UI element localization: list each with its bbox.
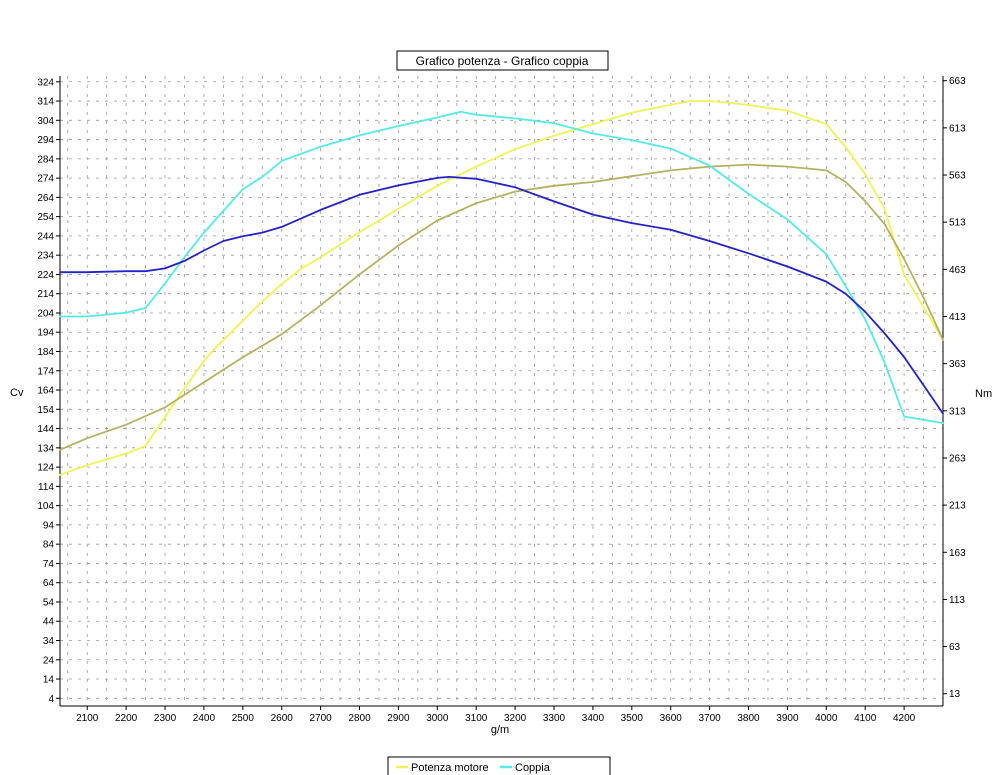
y-right-axis-label: Nm (975, 388, 992, 400)
y-left-tick-label: 154 (37, 405, 54, 416)
x-tick-label: 4200 (893, 713, 916, 724)
y-left-tick-label: 124 (37, 463, 54, 474)
y-left-tick-label: 184 (37, 347, 54, 358)
x-axis-label: g/m (491, 724, 509, 736)
x-tick-label: 3600 (660, 713, 683, 724)
x-tick-label: 2200 (115, 713, 138, 724)
y-left-tick-label: 194 (37, 328, 54, 339)
x-tick-label: 2800 (348, 713, 371, 724)
x-tick-label: 2600 (271, 713, 294, 724)
y-left-tick-label: 24 (43, 655, 55, 666)
y-right-tick-label: 563 (949, 171, 966, 182)
right-axis-ticks: 13 63 113 163 213 263 313 363 413 463 513 563 613 663 (943, 76, 966, 700)
legend-label-coppia: Coppia (515, 762, 551, 774)
y-left-tick-label: 94 (43, 520, 55, 531)
y-left-tick-label: 314 (37, 97, 54, 108)
y-left-tick-label: 134 (37, 443, 54, 454)
chart-title-box (396, 50, 609, 71)
y-right-tick-label: 213 (949, 501, 966, 512)
gridlines (60, 76, 944, 706)
x-tick-label: 3900 (776, 713, 799, 724)
y-right-tick-label: 13 (949, 689, 961, 700)
legend-box (387, 756, 611, 775)
y-right-tick-label: 263 (949, 453, 966, 464)
y-left-tick-label: 224 (37, 270, 54, 281)
y-left-tick-label: 4 (48, 694, 54, 705)
x-tick-label: 4000 (815, 713, 838, 724)
y-left-tick-label: 144 (37, 424, 54, 435)
x-tick-label: 2300 (154, 713, 177, 724)
y-right-tick-label: 663 (949, 76, 966, 87)
y-right-tick-label: 613 (949, 123, 966, 134)
y-left-tick-label: 64 (43, 578, 55, 589)
y-left-tick-label: 74 (43, 559, 55, 570)
y-left-axis-label: Cv (10, 387, 24, 399)
legend-label-potenza: Potenza motore (411, 762, 489, 774)
y-left-tick-label: 244 (37, 231, 54, 242)
y-right-tick-label: 413 (949, 312, 966, 323)
x-tick-label: 4100 (854, 713, 877, 724)
y-left-tick-label: 264 (37, 193, 54, 204)
y-left-tick-label: 324 (37, 77, 54, 88)
x-tick-label: 3300 (543, 713, 566, 724)
chart-title: Grafico potenza - Grafico coppia (416, 54, 589, 68)
y-right-tick-label: 363 (949, 359, 966, 370)
x-tick-label: 2700 (309, 713, 332, 724)
y-left-tick-label: 164 (37, 386, 54, 397)
y-left-tick-label: 274 (37, 174, 54, 185)
x-tick-label: 2400 (193, 713, 216, 724)
x-tick-label: 3500 (621, 713, 644, 724)
y-right-tick-label: 463 (949, 265, 966, 276)
y-left-tick-label: 214 (37, 289, 54, 300)
x-tick-label: 2900 (387, 713, 410, 724)
series-line-1 (59, 163, 944, 451)
y-right-tick-label: 513 (949, 218, 966, 229)
y-left-tick-label: 54 (43, 597, 55, 608)
x-tick-label: 3100 (465, 713, 488, 724)
series-lines (59, 100, 944, 476)
left-axis-ticks: 4 14 24 34 44 54 64 74 84 94 104 114 124 134 144 154 164… (37, 77, 60, 705)
y-right-tick-label: 163 (949, 548, 966, 559)
x-tick-label: 3800 (737, 713, 760, 724)
series-line-3 (59, 175, 944, 415)
x-tick-label: 3700 (698, 713, 721, 724)
x-tick-label: 3000 (426, 713, 449, 724)
y-right-tick-label: 63 (949, 642, 961, 653)
y-left-tick-label: 254 (37, 212, 54, 223)
x-tick-label: 3200 (504, 713, 527, 724)
y-left-tick-label: 104 (37, 501, 54, 512)
y-left-tick-label: 234 (37, 251, 54, 262)
y-right-tick-label: 313 (949, 406, 966, 417)
y-left-tick-label: 14 (43, 675, 55, 686)
y-left-tick-label: 204 (37, 308, 54, 319)
y-left-tick-label: 294 (37, 135, 54, 146)
y-left-tick-label: 84 (43, 540, 55, 551)
y-left-tick-label: 284 (37, 154, 54, 165)
x-axis-ticks: 2100 2200 2300 2400 2500 2600 2700 2800 2900 3000… (76, 706, 916, 724)
y-right-tick-label: 113 (949, 595, 965, 606)
x-tick-label: 2100 (76, 713, 99, 724)
y-left-tick-label: 34 (43, 636, 55, 647)
y-left-tick-label: 174 (37, 366, 54, 377)
series-line-2 (59, 110, 944, 425)
y-left-tick-label: 44 (43, 617, 55, 628)
legend: Potenza motore Coppia (387, 756, 611, 775)
y-left-tick-label: 304 (37, 116, 54, 127)
series-line-0 (59, 100, 944, 476)
x-tick-label: 3400 (582, 713, 605, 724)
y-left-tick-label: 114 (38, 482, 54, 493)
x-tick-label: 2500 (232, 713, 255, 724)
